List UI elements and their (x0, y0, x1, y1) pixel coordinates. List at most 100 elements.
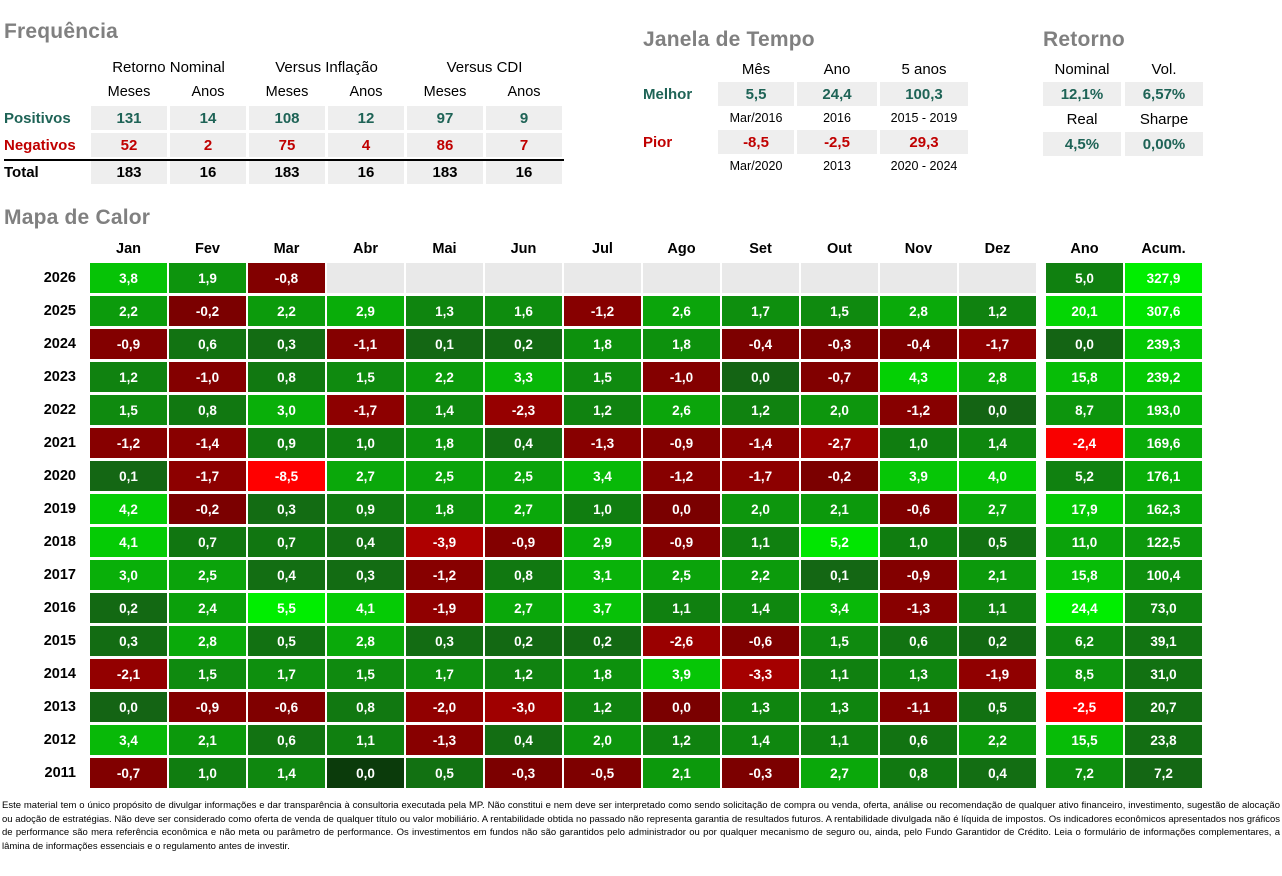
frequencia-group-header: Retorno Nominal (112, 58, 225, 76)
heatmap-year-label: 2022 (43, 402, 76, 418)
heatmap-cell: 1,1 (643, 593, 720, 623)
heatmap-cell: -1,1 (880, 692, 957, 722)
frequencia-value: 7 (486, 133, 562, 157)
heatmap-cell: 1,9 (169, 263, 246, 293)
heatmap-cell: 3,9 (643, 659, 720, 689)
heatmap-cell: 2,1 (643, 758, 720, 788)
heatmap-spacer (1038, 329, 1044, 359)
heatmap-ano-cell: 5,2 (1046, 461, 1123, 491)
heatmap-col-header: Ago (667, 241, 696, 257)
heatmap-cell: 0,0 (643, 494, 720, 524)
retorno-value: 4,5% (1043, 132, 1121, 156)
heatmap-cell: -1,0 (643, 362, 720, 392)
heatmap-cell: 2,7 (485, 494, 562, 524)
frequencia-value: 14 (170, 106, 246, 130)
frequencia-table: Retorno Nominal Versus Inflação Versus CDI… (4, 56, 562, 184)
heatmap-cell: -1,4 (722, 428, 799, 458)
heatmap-cell: 0,5 (248, 626, 325, 656)
janela-pior-value: -8,5 (718, 130, 794, 154)
heatmap-cell: -3,3 (722, 659, 799, 689)
heatmap-cell: 0,1 (801, 560, 878, 590)
heatmap-cell: 0,3 (327, 560, 404, 590)
janela-melhor-value: 5,5 (718, 82, 794, 106)
heatmap-ano-cell: -2,5 (1046, 692, 1123, 722)
heatmap-ano-cell: 11,0 (1046, 527, 1123, 557)
heatmap-cell: 4,1 (90, 527, 167, 557)
heatmap-acum-cell: 7,2 (1125, 758, 1202, 788)
heatmap-cell: 1,5 (90, 395, 167, 425)
heatmap-cell: 2,2 (959, 725, 1036, 755)
frequencia-total-divider (4, 159, 564, 161)
heatmap-cell: 1,0 (880, 527, 957, 557)
heatmap-year-label: 2021 (43, 435, 76, 451)
heatmap-cell: 0,3 (90, 626, 167, 656)
frequencia-row-label: Negativos (4, 136, 76, 154)
janela-spacer (643, 108, 715, 128)
janela-table: Mês Ano 5 anos Melhor 5,5 24,4 100,3 Mar/2016 20… (643, 58, 968, 176)
heatmap-cell: 1,3 (880, 659, 957, 689)
heatmap-cell: 1,0 (327, 428, 404, 458)
heatmap-year-label: 2016 (43, 600, 76, 616)
heatmap-cell: 3,4 (564, 461, 641, 491)
heatmap-cell: 0,0 (90, 692, 167, 722)
heatmap-cell: 3,1 (564, 560, 641, 590)
heatmap-cell: 0,9 (248, 428, 325, 458)
heatmap-col-header: Jan (116, 241, 141, 257)
heatmap-year-label: 2019 (43, 501, 76, 517)
heatmap-cell: 1,2 (564, 395, 641, 425)
heatmap-cell: -2,0 (406, 692, 483, 722)
heatmap-cell: 1,5 (169, 659, 246, 689)
heatmap-cell: 2,8 (959, 362, 1036, 392)
heatmap-cell: 2,7 (959, 494, 1036, 524)
janela-de-tempo-section: Janela de Tempo Mês Ano 5 anos Melhor 5,5 24,… (643, 28, 973, 208)
heatmap-cell: 2,5 (406, 461, 483, 491)
heatmap-cell: 0,5 (959, 692, 1036, 722)
frequencia-sub-header: Anos (349, 84, 383, 100)
heatmap-cell: 0,3 (248, 494, 325, 524)
retorno-value: 12,1% (1043, 82, 1121, 106)
heatmap-cell: 1,7 (248, 659, 325, 689)
heatmap-cell: 0,8 (248, 362, 325, 392)
heatmap-cell: 0,8 (169, 395, 246, 425)
heatmap-year-label: 2012 (43, 732, 76, 748)
frequencia-value: 183 (91, 160, 167, 184)
heatmap-cell: -1,9 (959, 659, 1036, 689)
retorno-header: Vol. (1151, 60, 1177, 78)
heatmap-col-header: Ano (1070, 241, 1099, 257)
heatmap-col-header: Mai (432, 241, 457, 257)
heatmap-cell: -0,4 (722, 329, 799, 359)
heatmap-cell (801, 263, 878, 293)
frequencia-value: 108 (249, 106, 325, 130)
heatmap-cell: 5,2 (801, 527, 878, 557)
retorno-header: Real (1066, 110, 1098, 128)
heatmap-cell: -1,9 (406, 593, 483, 623)
heatmap-spacer (1038, 758, 1044, 788)
heatmap-year-label: 2024 (43, 336, 76, 352)
heatmap-cell: 0,8 (485, 560, 562, 590)
frequencia-sub-header: Meses (107, 84, 151, 100)
retorno-table: Nominal Vol. 12,1% 6,57% Real Sharpe 4,5% 0,00% (1043, 58, 1203, 156)
heatmap-spacer (1038, 692, 1044, 722)
frequencia-value: 12 (328, 106, 404, 130)
heatmap-cell (880, 263, 957, 293)
heatmap-cell: -0,6 (880, 494, 957, 524)
heatmap-cell: 0,4 (959, 758, 1036, 788)
heatmap-cell: -0,9 (169, 692, 246, 722)
frequencia-value: 97 (407, 106, 483, 130)
heatmap-cell: 0,2 (90, 593, 167, 623)
heatmap-cell: 1,2 (643, 725, 720, 755)
heatmap-cell: 1,8 (643, 329, 720, 359)
heatmap-acum-cell: 193,0 (1125, 395, 1202, 425)
frequencia-sub-header: Meses (423, 84, 467, 100)
janela-pior-value: 29,3 (880, 130, 968, 154)
heatmap-cell: 3,8 (90, 263, 167, 293)
heatmap-cell: 3,4 (801, 593, 878, 623)
heatmap-cell: 0,0 (643, 692, 720, 722)
heatmap-cell: 0,1 (90, 461, 167, 491)
heatmap-spacer (1038, 238, 1044, 260)
heatmap-cell: 2,8 (880, 296, 957, 326)
heatmap-cell: 0,7 (169, 527, 246, 557)
heatmap-cell: 1,8 (406, 428, 483, 458)
frequencia-value: 9 (486, 106, 562, 130)
heatmap-cell: 3,0 (90, 560, 167, 590)
